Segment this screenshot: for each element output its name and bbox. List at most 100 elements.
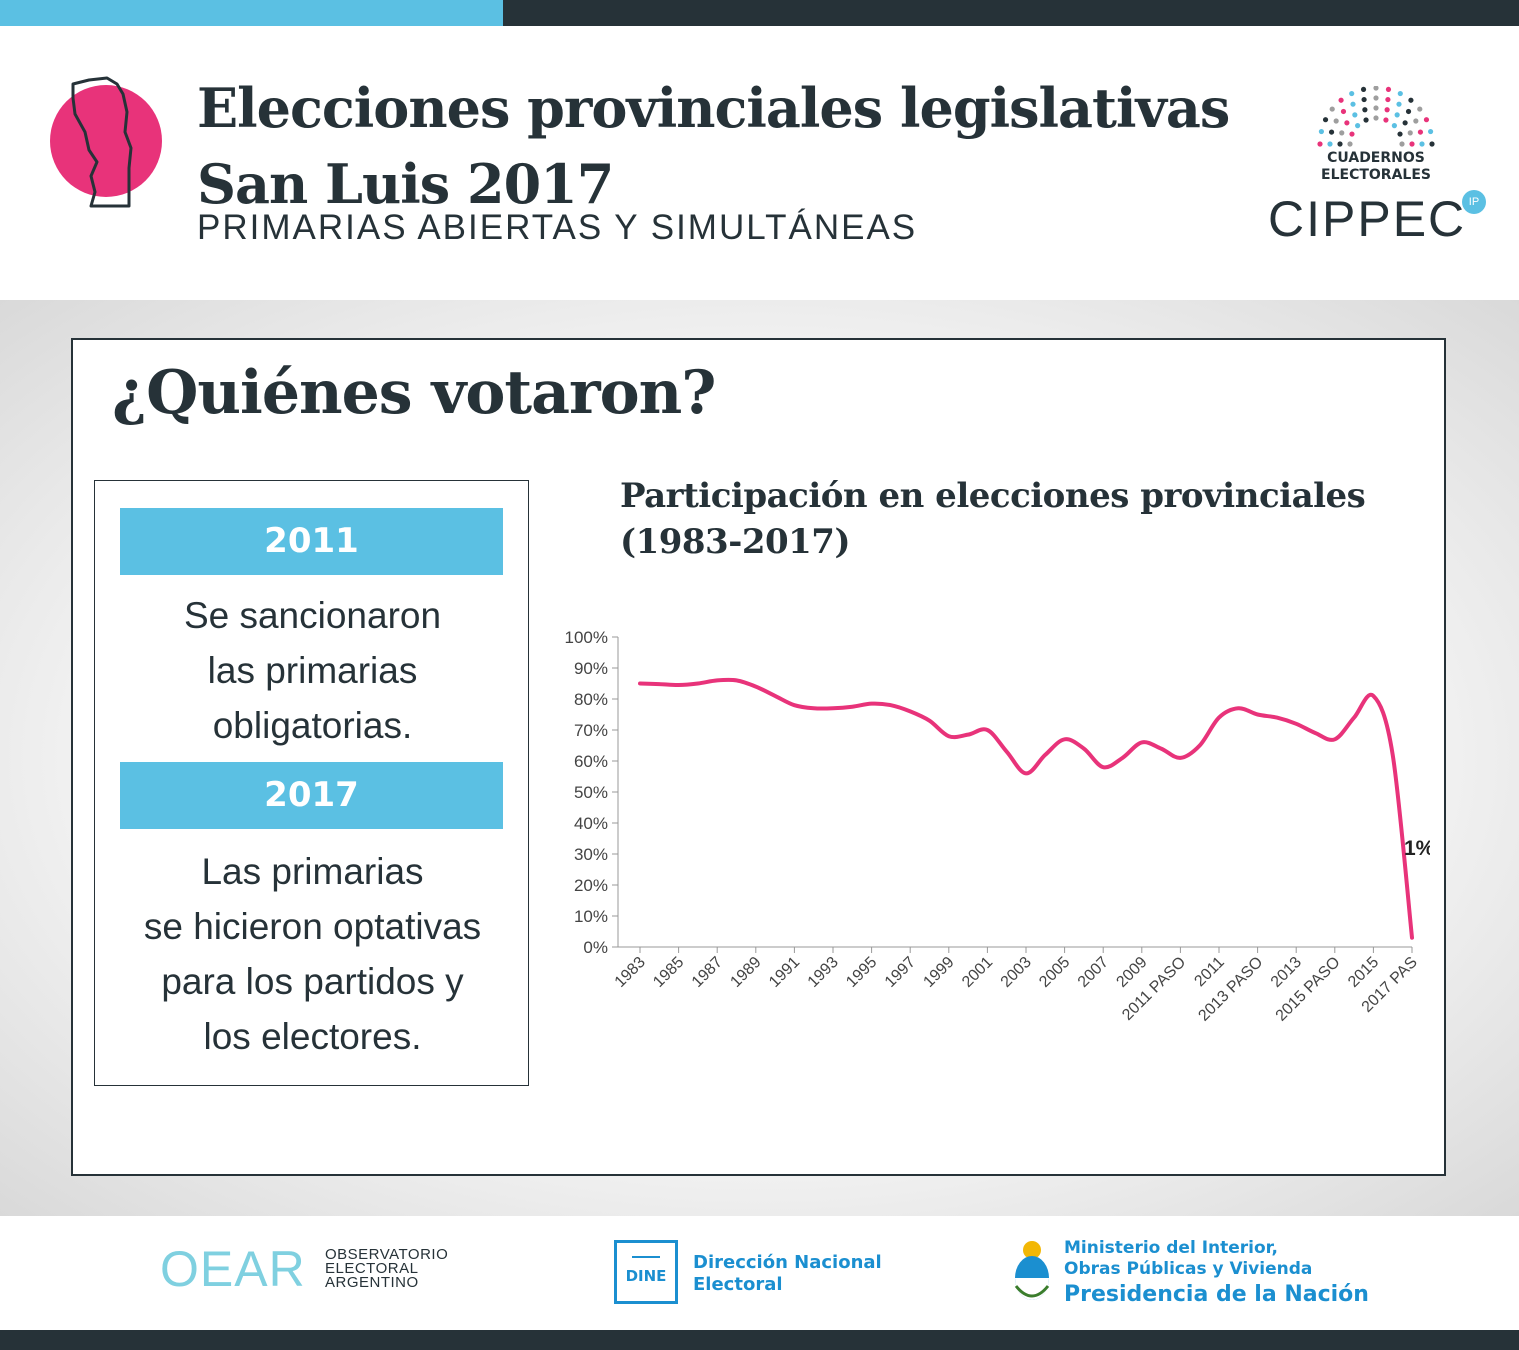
logo-dot (1328, 129, 1335, 135)
info-text-2011: Se sancionaron las primarias obligatoria… (100, 588, 525, 753)
page-subtitle: PRIMARIAS ABIERTAS Y SIMULTÁNEAS (197, 208, 918, 247)
year-bar-2017: 2017 (120, 762, 503, 829)
main-heading: ¿Quiénes votaron? (112, 358, 716, 428)
province-icon-circle (50, 85, 162, 197)
x-tick-label: 1995 (843, 954, 880, 991)
page-title-line1: Elecciones provinciales legislativas (197, 76, 1230, 140)
info-text-line: obligatorias. (212, 705, 413, 746)
y-tick-label: 20% (574, 876, 608, 895)
logo-dot (1339, 130, 1345, 136)
x-tick-label: 2001 (959, 954, 996, 991)
province-icon-outline (71, 76, 133, 208)
dine-logo: DINE (614, 1240, 678, 1304)
logo-dot (1350, 101, 1356, 107)
cippec-logo: CIPPEC (1268, 191, 1467, 247)
logo-dot (1333, 118, 1339, 124)
logo-dot (1344, 120, 1350, 126)
ministry-logo-text: Ministerio del Interior, Obras Públicas … (1064, 1238, 1369, 1310)
cuadernos-logo-line1: CUADERNOS (1327, 150, 1425, 166)
logo-dot (1413, 118, 1419, 124)
oear-text-line: OBSERVATORIO (325, 1246, 449, 1263)
header (0, 26, 1519, 300)
x-tick-label: 1987 (689, 954, 726, 991)
y-tick-label: 0% (583, 938, 608, 957)
x-tick-label: 1999 (920, 954, 957, 991)
y-tick-label: 100% (565, 628, 608, 647)
logo-dot (1397, 90, 1403, 97)
oear-logo: OEAR (160, 1241, 306, 1297)
y-tick-label: 80% (574, 690, 608, 709)
logo-dot (1385, 86, 1392, 93)
san-luis-province-icon (50, 76, 162, 208)
logo-dot (1361, 96, 1367, 103)
info-text-line: los electores. (203, 1016, 422, 1057)
logo-dot (1391, 123, 1397, 129)
logo-dot (1347, 141, 1353, 147)
info-text-2017: Las primarias se hicieron optativas para… (100, 844, 525, 1064)
y-tick-label: 50% (574, 783, 608, 802)
page-title-line2: San Luis 2017 (197, 152, 614, 216)
logo-dot (1427, 128, 1434, 135)
info-text-line: Las primarias (201, 851, 424, 892)
logo-dot (1373, 105, 1379, 111)
logo-dot (1373, 115, 1379, 121)
logo-dot (1340, 108, 1347, 115)
x-tick-label: 1983 (612, 954, 649, 991)
dine-logo-text: Dirección Nacional Electoral (693, 1252, 882, 1296)
info-text-line: para los partidos y (161, 961, 464, 1002)
logo-dot (1417, 106, 1423, 112)
logo-dot (1349, 131, 1355, 137)
annotation-label: 1% (1404, 837, 1430, 860)
y-tick-label: 90% (574, 659, 608, 678)
logo-dot (1318, 128, 1325, 135)
oear-logo-text: OBSERVATORIO ELECTORAL ARGENTINO (325, 1246, 449, 1291)
x-tick-label: 2003 (998, 954, 1035, 991)
ministry-text-line: Ministerio del Interior, (1064, 1238, 1279, 1258)
dine-text-line: Electoral (693, 1274, 783, 1295)
x-tick-label: 1991 (766, 954, 803, 991)
logo-dot (1363, 117, 1369, 123)
logo-dot (1317, 141, 1323, 147)
x-tick-label: 1989 (727, 954, 764, 991)
logo-dot (1407, 130, 1413, 136)
logo-dot (1355, 123, 1361, 129)
oear-text-line: ELECTORAL (325, 1260, 419, 1277)
logo-dot (1352, 112, 1358, 118)
logo-dot (1337, 141, 1343, 147)
cuadernos-electorales-logo-icon (1317, 86, 1435, 147)
chart-title: Participación en elecciones provinciales… (620, 473, 1420, 565)
logo-dot (1383, 117, 1389, 123)
cippec-badge-icon: IP (1462, 190, 1486, 214)
top-dark-bar (503, 0, 1519, 26)
cuadernos-logo-line2: ELECTORALES (1321, 167, 1431, 183)
bottom-dark-bar (0, 1330, 1519, 1350)
info-text-line: se hicieron optativas (143, 906, 482, 947)
ministry-text-line: Obras Públicas y Vivienda (1064, 1259, 1313, 1279)
x-tick-label: 1997 (882, 954, 919, 991)
logo-dot (1349, 90, 1355, 97)
logo-dot (1417, 129, 1424, 135)
y-tick-label: 30% (574, 845, 608, 864)
participation-line-chart: 0%10%20%30%40%50%60%70%80%90%100%1983 198… (565, 628, 1430, 1025)
logo-dot (1408, 97, 1414, 103)
logo-dot (1423, 117, 1430, 123)
logo-dot (1384, 107, 1390, 113)
logo-dot (1429, 141, 1435, 147)
info-text-line: las primarias (207, 650, 418, 691)
dine-logo-line (632, 1256, 660, 1258)
argentina-coat-of-arms-icon (1014, 1241, 1050, 1300)
x-tick-label: 1985 (650, 954, 687, 991)
y-tick-label: 40% (574, 814, 608, 833)
dine-logo-label: DINE (625, 1267, 667, 1285)
logo-dot (1373, 86, 1379, 91)
logo-dot (1394, 112, 1400, 118)
ministry-text-bold: Presidencia de la Nación (1064, 1282, 1369, 1307)
oear-text-line: ARGENTINO (325, 1274, 419, 1291)
logo-dot (1402, 120, 1408, 126)
x-tick-label: 1993 (805, 954, 842, 991)
logo-dot (1338, 97, 1344, 103)
chart-title-line2: (1983-2017) (620, 522, 851, 562)
logo-dot (1322, 117, 1329, 123)
logo-dot (1360, 86, 1367, 93)
dine-text-line: Dirección Nacional (693, 1252, 882, 1273)
